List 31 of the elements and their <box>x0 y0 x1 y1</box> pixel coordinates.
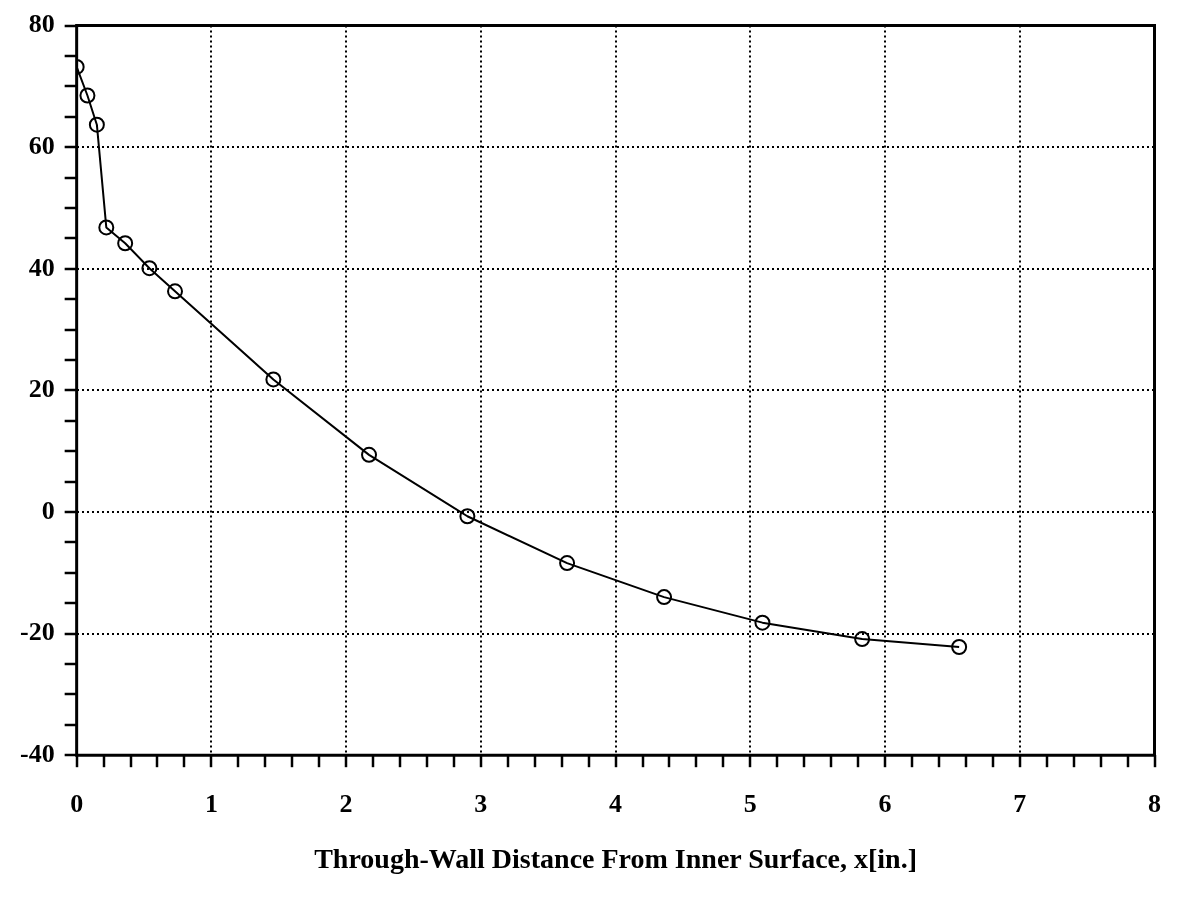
y-tick-label: -20 <box>19 617 55 647</box>
x-tick-label: 8 <box>1148 788 1161 818</box>
x-tick-label: 1 <box>204 788 218 818</box>
x-tick-label: 5 <box>743 788 757 818</box>
point <box>141 260 158 277</box>
x-axis-title: Through-Wall Distance From Inner Surface, x[in.] <box>314 843 917 875</box>
point <box>559 555 576 572</box>
y-tick-label: 60 <box>28 130 55 160</box>
x-tick-label: 0 <box>70 788 84 818</box>
y-tick-label: 40 <box>28 252 55 282</box>
point <box>459 508 476 525</box>
point <box>656 589 673 606</box>
point <box>79 87 96 104</box>
point <box>951 638 968 655</box>
x-tick-label: 2 <box>339 788 353 818</box>
point <box>88 116 105 133</box>
y-tick-label: -40 <box>19 738 55 768</box>
point <box>117 235 134 252</box>
x-tick-label: 4 <box>609 788 623 818</box>
y-tick-label: 20 <box>28 374 55 404</box>
point <box>265 371 282 388</box>
y-tick-label: 80 <box>28 9 55 39</box>
point <box>754 614 771 631</box>
point <box>98 219 115 236</box>
point <box>167 283 184 300</box>
x-tick-label: 7 <box>1013 788 1027 818</box>
point <box>854 631 871 648</box>
x-tick-label: 3 <box>474 788 488 818</box>
y-tick-label: 0 <box>41 495 55 525</box>
x-tick-label: 6 <box>878 788 892 818</box>
point <box>361 446 378 463</box>
